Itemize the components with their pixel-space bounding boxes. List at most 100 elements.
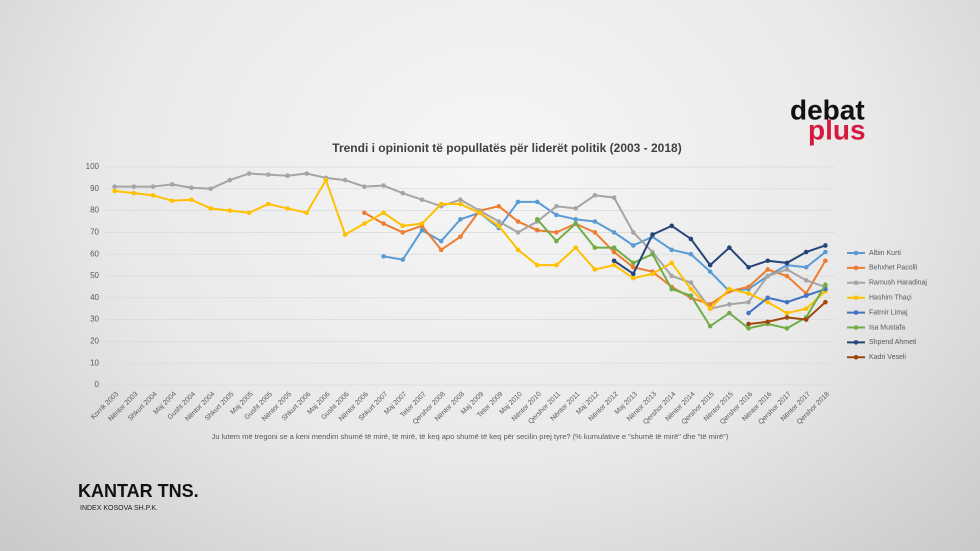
data-point — [400, 230, 406, 235]
data-point — [381, 183, 386, 188]
data-point — [169, 198, 175, 204]
data-point — [746, 299, 751, 305]
data-point — [707, 262, 713, 268]
legend-label: Kadri Veseli — [869, 354, 906, 361]
data-point — [458, 201, 463, 207]
data-point — [419, 227, 425, 233]
data-point — [611, 245, 617, 250]
data-point — [669, 247, 675, 253]
data-point — [227, 177, 233, 183]
y-tick-label: 20 — [90, 337, 99, 346]
data-point — [400, 190, 406, 196]
data-point — [419, 221, 425, 226]
data-point — [611, 258, 617, 264]
data-point — [285, 206, 290, 211]
data-point — [496, 223, 502, 229]
legend-label: Ramush Haradinaj — [869, 280, 927, 287]
data-point — [630, 230, 636, 235]
data-point — [342, 177, 348, 183]
legend-label: Shpend Ahmeti — [869, 339, 917, 346]
data-point — [592, 230, 598, 235]
data-point — [515, 247, 521, 253]
data-point — [688, 280, 694, 285]
legend-marker — [853, 250, 859, 256]
data-point — [227, 208, 233, 213]
logo-debat: debat — [790, 94, 865, 125]
legend-marker — [853, 280, 859, 286]
data-point — [112, 184, 117, 189]
data-point — [304, 210, 310, 216]
data-point — [727, 302, 732, 307]
data-point — [823, 243, 828, 248]
data-point — [823, 282, 828, 288]
data-point — [784, 310, 790, 316]
data-point — [630, 275, 636, 281]
data-point — [688, 293, 694, 298]
legend-marker — [853, 355, 859, 360]
data-point — [727, 286, 732, 292]
data-point — [419, 197, 425, 202]
data-point — [515, 219, 521, 224]
data-point — [438, 238, 444, 244]
data-point — [746, 326, 751, 331]
data-point — [112, 188, 117, 194]
data-point — [765, 299, 771, 305]
data-point — [573, 217, 578, 222]
logo-kantar: KANTAR TNS. — [78, 481, 199, 501]
y-tick-label: 50 — [90, 271, 99, 280]
data-point — [611, 230, 617, 235]
data-point — [534, 199, 540, 205]
legend-marker — [853, 310, 859, 315]
data-point — [765, 295, 771, 301]
data-point — [362, 184, 367, 189]
data-point — [496, 203, 502, 209]
data-point — [650, 232, 655, 237]
data-point — [630, 243, 636, 248]
data-point — [554, 238, 559, 244]
data-point — [688, 251, 694, 257]
data-point — [669, 260, 675, 266]
data-point — [650, 251, 655, 257]
data-point — [611, 262, 617, 268]
data-point — [746, 264, 751, 270]
x-axis-label: Ju lutem më tregoni se a keni mendim shu… — [212, 432, 729, 441]
data-point — [707, 306, 713, 312]
legend-marker — [853, 295, 859, 301]
data-point — [688, 286, 694, 292]
data-point — [784, 326, 790, 331]
data-point — [765, 267, 771, 272]
data-point — [265, 172, 271, 177]
data-point — [592, 245, 598, 250]
data-point — [573, 206, 578, 211]
y-tick-label: 10 — [90, 358, 99, 367]
legend-label: Isa Mustafa — [869, 324, 905, 331]
y-tick-label: 30 — [90, 315, 99, 324]
data-point — [765, 258, 771, 264]
data-point — [246, 210, 252, 216]
y-tick-label: 0 — [95, 380, 100, 389]
data-point — [707, 269, 713, 274]
data-point — [573, 245, 578, 250]
y-tick-label: 70 — [90, 228, 99, 237]
data-point — [265, 201, 271, 207]
data-point — [784, 299, 790, 305]
data-point — [803, 278, 809, 283]
data-point — [246, 171, 252, 176]
data-point — [611, 195, 617, 200]
series-line — [613, 224, 826, 276]
data-point — [534, 262, 540, 268]
series-line — [114, 172, 826, 310]
data-point — [534, 227, 540, 233]
series-line — [114, 177, 827, 315]
data-point — [630, 264, 636, 270]
logo-index: INDEX KOSOVA SH.P.K. — [80, 505, 158, 512]
data-point — [823, 249, 828, 255]
data-point — [150, 184, 156, 189]
data-point — [362, 210, 367, 216]
data-point — [285, 173, 290, 179]
data-point — [515, 199, 521, 205]
data-point — [669, 273, 675, 279]
legend-label: Hashim Thaçi — [869, 295, 912, 302]
